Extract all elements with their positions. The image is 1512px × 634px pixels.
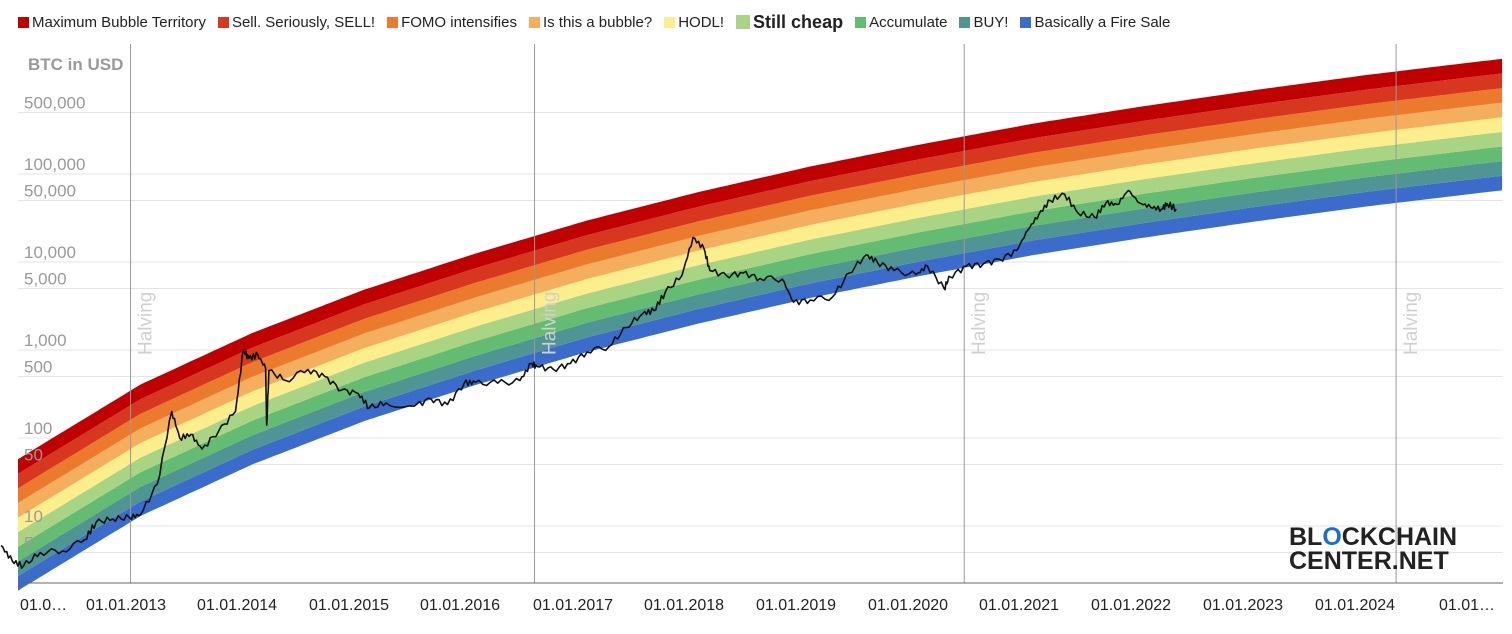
legend-item-8[interactable]: Basically a Fire Sale (1020, 14, 1170, 31)
axis-layer: 500,000100,00050,00010,0005,0001,0005001… (18, 93, 1503, 614)
btc-price-line (0, 189, 1177, 569)
x-tick-label: 01.0… (20, 597, 67, 614)
legend-item-6[interactable]: Accumulate (855, 14, 947, 31)
legend-label: BUY! (973, 13, 1009, 31)
legend-swatch (959, 16, 971, 28)
halving-label-1: Halving (540, 292, 561, 355)
legend-label: FOMO intensifies (401, 13, 517, 31)
y-tick-label: 1,000 (24, 331, 67, 350)
legend-swatch (664, 16, 676, 28)
x-tick-label: 01.01.2019 (756, 597, 836, 614)
x-tick-label: 01.01.2016 (420, 597, 500, 614)
legend-label: Sell. Seriously, SELL! (231, 13, 376, 31)
legend-swatch (217, 16, 229, 28)
chart-legend: Maximum Bubble Territory Sell. Seriously,… (0, 0, 1512, 44)
x-tick-label: 01.01.2013 (86, 597, 166, 614)
x-tick-label: 01.01.2021 (979, 597, 1059, 614)
legend-swatch (387, 16, 399, 28)
x-tick-label: 01.01.2024 (1315, 597, 1395, 614)
legend-label: Is this a bubble? (542, 13, 653, 31)
y-tick-label: 100,000 (24, 155, 85, 174)
y-tick-label: 50,000 (24, 181, 76, 200)
halving-label-0: Halving (136, 292, 157, 355)
y-tick-label: 5,000 (24, 269, 67, 288)
price-layer (0, 189, 1177, 569)
blockchaincenter-logo: BLOCKCHAIN CENTER.NET (1289, 523, 1458, 575)
x-tick-label: 01.01.2022 (1091, 597, 1171, 614)
x-tick-label: 01.01.2020 (868, 597, 948, 614)
x-tick-label: 01.01.2015 (309, 597, 389, 614)
y-tick-label: 100 (24, 419, 52, 438)
x-tick-label: 01.01… (1439, 597, 1495, 614)
y-axis-title: BTC in USD (28, 55, 123, 74)
legend-item-2[interactable]: FOMO intensifies (387, 14, 517, 31)
legend-swatch (855, 16, 867, 28)
x-tick-label: 01.01.2014 (197, 597, 277, 614)
y-tick-label: 5 (24, 533, 33, 552)
legend-label: Accumulate (869, 13, 948, 31)
x-tick-label: 01.01.2023 (1203, 597, 1283, 614)
legend-label: HODL! (678, 13, 725, 31)
legend-label: Basically a Fire Sale (1034, 13, 1171, 31)
band-layer (18, 58, 1503, 591)
y-tick-label: 10 (24, 507, 43, 526)
y-tick-label: 10,000 (24, 243, 76, 262)
halving-label-3: Halving (1401, 292, 1422, 355)
legend-label: Still cheap (753, 11, 844, 32)
legend-item-0[interactable]: Maximum Bubble Territory (18, 14, 206, 31)
y-tick-label: 500,000 (24, 93, 85, 112)
legend-swatch (528, 16, 540, 28)
legend-item-1[interactable]: Sell. Seriously, SELL! (217, 13, 376, 31)
legend-item-5[interactable]: Still cheap (736, 12, 843, 33)
legend-swatch (1020, 16, 1032, 28)
legend-item-7[interactable]: BUY! (959, 14, 1008, 31)
y-tick-label: 50 (24, 445, 43, 464)
x-tick-label: 01.01.2017 (533, 597, 613, 614)
halving-label-2: Halving (969, 292, 990, 355)
legend-label: Maximum Bubble Territory (32, 13, 206, 31)
legend-swatch (736, 15, 751, 29)
legend-swatch (18, 16, 29, 28)
legend-item-3[interactable]: Is this a bubble? (528, 13, 653, 31)
x-tick-label: 01.01.2018 (644, 597, 724, 614)
legend-item-4[interactable]: HODL! (664, 14, 724, 31)
halving-layer: Halving Halving Halving Halving (130, 44, 1422, 583)
y-tick-label: 500 (24, 357, 52, 376)
